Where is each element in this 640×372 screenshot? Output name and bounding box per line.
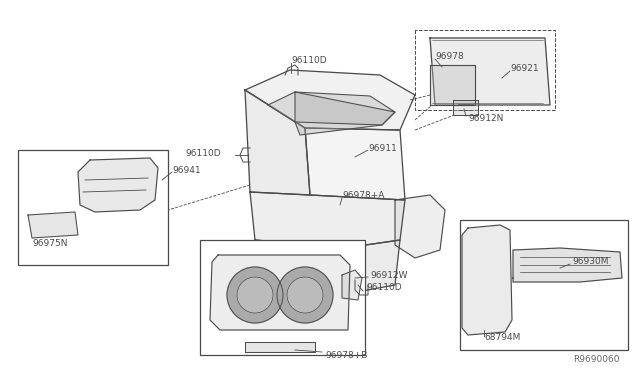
Text: 96975N: 96975N — [32, 238, 67, 247]
Polygon shape — [250, 192, 405, 248]
Text: 96941: 96941 — [172, 166, 200, 174]
Polygon shape — [245, 342, 315, 352]
Polygon shape — [28, 212, 78, 238]
Bar — [200, 240, 365, 355]
Polygon shape — [210, 255, 350, 330]
Polygon shape — [305, 128, 405, 200]
Polygon shape — [453, 100, 478, 115]
Circle shape — [227, 267, 283, 323]
Polygon shape — [245, 90, 310, 195]
Bar — [460, 220, 628, 350]
Circle shape — [237, 277, 273, 313]
Bar — [18, 150, 168, 265]
Polygon shape — [430, 65, 475, 105]
Text: 96912W: 96912W — [370, 270, 408, 279]
Text: 96912N: 96912N — [468, 113, 504, 122]
Circle shape — [277, 267, 333, 323]
Text: 96110D: 96110D — [291, 55, 326, 64]
Text: 96978+B: 96978+B — [325, 350, 367, 359]
Text: 96110D: 96110D — [366, 283, 402, 292]
Circle shape — [287, 277, 323, 313]
Polygon shape — [245, 70, 415, 130]
Text: 96930M: 96930M — [572, 257, 609, 266]
Text: 96110D: 96110D — [185, 148, 221, 157]
Polygon shape — [295, 92, 395, 135]
Text: 96921: 96921 — [510, 64, 539, 73]
Polygon shape — [430, 38, 550, 105]
Text: R9690060: R9690060 — [573, 355, 620, 364]
Polygon shape — [342, 270, 362, 300]
Polygon shape — [395, 195, 445, 258]
Text: 96978+A: 96978+A — [342, 190, 385, 199]
Polygon shape — [513, 248, 622, 282]
Polygon shape — [78, 158, 158, 212]
Text: 68794M: 68794M — [484, 334, 520, 343]
Polygon shape — [462, 225, 512, 335]
Polygon shape — [255, 240, 400, 295]
Text: 96978: 96978 — [435, 51, 464, 61]
Text: 96911: 96911 — [368, 144, 397, 153]
Polygon shape — [268, 92, 395, 125]
